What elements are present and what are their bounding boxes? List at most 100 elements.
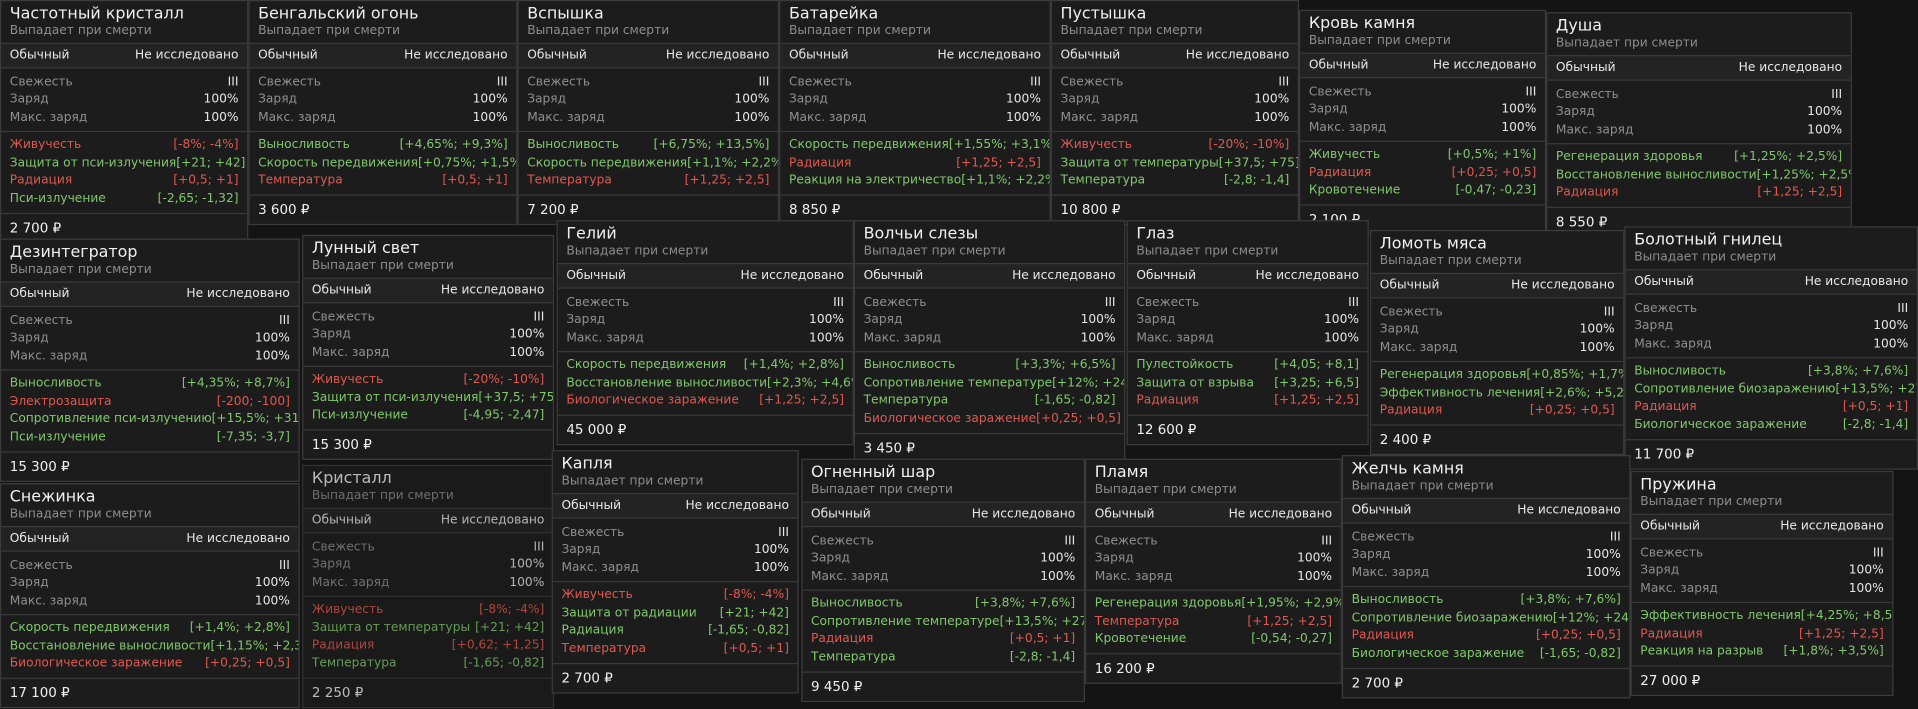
stat-row: Заряд 100% bbox=[303, 556, 553, 574]
stat-value: 100% bbox=[1501, 120, 1537, 135]
price: 11 700 ₽ bbox=[1634, 445, 1695, 462]
effect-name: Биологическое заражение bbox=[1634, 418, 1807, 432]
stat-row: Свежесть III bbox=[519, 73, 778, 91]
item-card: Гелий Выпадает при смерти Обычный Не исслед… bbox=[556, 220, 854, 446]
card-title: Ломоть мяса bbox=[1371, 231, 1623, 253]
stat-label: Макс. заряд bbox=[1060, 111, 1139, 125]
effect-row: Температура [-1,65; -0,82] bbox=[303, 654, 553, 672]
stat-label: Заряд bbox=[561, 543, 601, 557]
stat-row: Свежесть III bbox=[1632, 544, 1893, 562]
effect-name: Выносливость bbox=[1634, 364, 1726, 379]
effect-range: [+0,25; +0,5] bbox=[1535, 629, 1621, 643]
effects-block: Живучесть [-8%; -4%] Защита от радиации [+2… bbox=[552, 582, 798, 664]
stat-label: Свежесть bbox=[1640, 546, 1704, 560]
stat-row: Заряд 100% bbox=[1, 91, 247, 109]
stat-row: Макс. заряд 100% bbox=[519, 109, 778, 127]
stat-label: Заряд bbox=[258, 93, 298, 107]
stat-label: Макс. заряд bbox=[1308, 120, 1387, 135]
effect-row: Радиация [+1,25; +2,5] bbox=[780, 154, 1049, 172]
subtitle-text: Выпадает при смерти bbox=[566, 244, 709, 259]
price: 15 300 ₽ bbox=[9, 458, 70, 474]
effects-block: Живучесть [-20%; -10%] Защита от температу… bbox=[1051, 131, 1298, 196]
stats-block: Свежесть III Заряд 100% Макс. заряд 100% bbox=[303, 303, 553, 367]
stat-value: 100% bbox=[1585, 566, 1621, 580]
price-row: 2 250 ₽ bbox=[303, 678, 553, 706]
stats-block: Свежесть III Заряд 100% Макс. заряд 100% bbox=[855, 289, 1125, 352]
effect-row: Биологическое заражение [+1,25; +2,5] bbox=[558, 392, 853, 410]
price-row: 9 450 ₽ bbox=[802, 672, 1083, 700]
rarity-row: Обычный Не исследовано bbox=[855, 262, 1125, 289]
stat-value: 100% bbox=[1579, 340, 1615, 355]
stat-value: 100% bbox=[1501, 103, 1537, 117]
stat-row: Макс. заряд 100% bbox=[780, 109, 1049, 127]
stat-label: Макс. заряд bbox=[9, 111, 88, 125]
card-subtitle: Выпадает при смерти bbox=[780, 23, 1049, 43]
stat-value: 100% bbox=[1873, 337, 1909, 351]
price: 2 700 ₽ bbox=[1351, 674, 1404, 691]
price: 7 200 ₽ bbox=[527, 201, 579, 218]
effect-row: Пулестойкость [+4,05; +8,1] bbox=[1128, 357, 1368, 375]
stat-row: Свежесть III bbox=[780, 73, 1049, 91]
stat-label: Макс. заряд bbox=[258, 111, 336, 125]
effects-block: Регенерация здоровья [+1,95%; +2,9%] Темпе… bbox=[1086, 590, 1341, 655]
stat-row: Заряд 100% bbox=[1626, 317, 1917, 335]
effect-range: [-2,8; -1,4] bbox=[1009, 650, 1076, 664]
card-subtitle: Выпадает при смерти bbox=[1, 23, 247, 43]
stat-value: 100% bbox=[254, 349, 290, 363]
stat-row: Свежесть III bbox=[1547, 86, 1850, 104]
effect-name: Скорость передвижения bbox=[566, 358, 727, 373]
effect-range: [-8%; -4%] bbox=[723, 588, 789, 603]
stat-row: Заряд 100% bbox=[519, 91, 778, 109]
research-status: Не исследовано bbox=[135, 48, 239, 63]
research-status: Не исследовано bbox=[440, 283, 545, 298]
effect-row: Кровотечение [-0,54; -0,27] bbox=[1086, 631, 1340, 649]
effect-name: Кровотечение bbox=[1094, 632, 1187, 647]
effect-range: [+0,25; +0,5] bbox=[1451, 166, 1537, 180]
stats-block: Свежесть III Заряд 100% Макс. заряд 100% bbox=[1, 552, 299, 615]
effect-row: Восстановление выносливости[+1,15%; +2,3… bbox=[1, 637, 299, 655]
stat-row: Заряд 100% bbox=[1128, 311, 1368, 329]
stat-label: Заряд bbox=[810, 551, 850, 566]
stat-label: Заряд bbox=[566, 313, 606, 327]
stat-row: Заряд 100% bbox=[250, 91, 517, 109]
effect-name: Сопротивление биозаражению bbox=[1634, 382, 1836, 397]
item-card: Батарейка Выпадает при смерти Обычный Не ис… bbox=[779, 0, 1051, 226]
title-text: Частотный кристалл bbox=[9, 4, 184, 24]
stat-row: Макс. заряд 100% bbox=[1128, 329, 1368, 347]
card-subtitle: Выпадает при смерти bbox=[1052, 23, 1298, 43]
stat-row: Заряд 100% bbox=[1086, 550, 1340, 568]
effect-row: Радиация [+0,25; +0,5] bbox=[1371, 402, 1623, 420]
effect-range: [+1,25; +2,5] bbox=[1274, 394, 1359, 408]
effect-row: Температура [+0,5; +1] bbox=[250, 172, 517, 190]
stat-row: Свежесть III bbox=[1128, 294, 1368, 312]
title-text: Душа bbox=[1555, 17, 1603, 36]
stat-value: 100% bbox=[1080, 331, 1116, 345]
effect-name: Температура bbox=[561, 641, 647, 656]
stat-row: Свежесть III bbox=[802, 532, 1083, 550]
stat-row: Свежесть III bbox=[1626, 300, 1917, 318]
effect-range: [+21; +42] bbox=[719, 606, 789, 620]
stat-value: III bbox=[1831, 87, 1843, 102]
stat-row: Заряд 100% bbox=[1632, 562, 1893, 580]
card-title: Гелий bbox=[558, 221, 853, 243]
stat-row: Заряд 100% bbox=[553, 541, 798, 559]
rarity: Обычный bbox=[566, 269, 627, 283]
effect-range: [+4,65%; +9,3%] bbox=[399, 138, 508, 152]
effects-block: Выносливость [+6,75%; +13,5%] Скорость пер… bbox=[518, 131, 778, 196]
stat-row: Свежесть III bbox=[1371, 303, 1623, 321]
stat-row: Свежесть III bbox=[303, 308, 553, 326]
effect-range: [+0,5; +1] bbox=[442, 174, 508, 188]
rarity: Обычный bbox=[9, 48, 70, 63]
rarity-row: Обычный Не исследовано bbox=[1086, 501, 1341, 528]
effect-range: [+0,25; +0,5] bbox=[1036, 411, 1121, 426]
effect-row: Эффективность лечения[+4,25%; +8,5%] bbox=[1632, 607, 1892, 625]
price-row: 17 100 ₽ bbox=[1, 679, 298, 707]
title-text: Батарейка bbox=[788, 4, 879, 24]
effect-row: Живучесть [-8%; -4%] bbox=[303, 601, 553, 619]
price-row: 16 200 ₽ bbox=[1086, 654, 1340, 682]
effect-name: Пулестойкость bbox=[1136, 358, 1234, 373]
effect-row: Живучесть [+0,5%; +1%] bbox=[1300, 146, 1545, 164]
title-text: Гелий bbox=[566, 225, 617, 244]
stat-row: Макс. заряд 100% bbox=[1343, 564, 1629, 582]
stat-value: 100% bbox=[1040, 569, 1076, 584]
